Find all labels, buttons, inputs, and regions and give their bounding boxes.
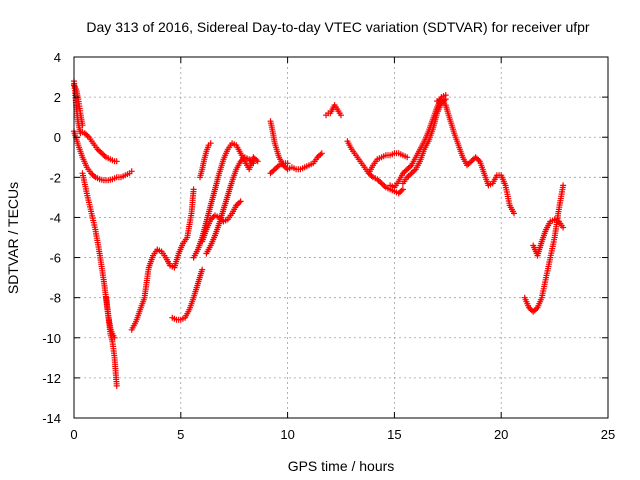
y-tick-label: -14 xyxy=(42,411,61,426)
series-arc-22 xyxy=(530,216,567,259)
series-arc-11 xyxy=(199,198,244,245)
x-tick-label: 0 xyxy=(70,427,77,442)
y-tick-label: 2 xyxy=(54,90,61,105)
chart-title: Day 313 of 2016, Sidereal Day-to-day VTE… xyxy=(86,19,590,35)
series-arc-12 xyxy=(197,140,214,181)
x-tick-label: 10 xyxy=(280,427,294,442)
data-point xyxy=(511,210,517,217)
series-arc-14 xyxy=(267,160,291,177)
series-arc-5 xyxy=(79,170,120,389)
data-point xyxy=(199,266,206,273)
data-point xyxy=(560,182,567,189)
series-arc-17 xyxy=(365,150,411,177)
grid-lines xyxy=(74,57,608,418)
y-tick-label: -10 xyxy=(42,331,61,346)
y-tick-label: 0 xyxy=(54,130,61,145)
series-arc-10 xyxy=(203,154,257,257)
y-tick-label: -4 xyxy=(49,210,61,225)
data-point xyxy=(399,186,406,193)
series-arc-7 xyxy=(128,186,197,333)
series-arc-15 xyxy=(323,102,344,119)
series-arc-4 xyxy=(71,128,135,184)
x-tick-label: 5 xyxy=(177,427,184,442)
y-tick-labels: -14 -12 -10 -8 -6 -4 -2 0 2 4 xyxy=(42,50,61,426)
y-tick-label: -8 xyxy=(49,291,61,306)
series-arc-8 xyxy=(169,266,206,323)
plot-frame xyxy=(73,56,609,419)
x-tick-label: 20 xyxy=(494,427,508,442)
x-tick-label: 15 xyxy=(387,427,401,442)
data-point xyxy=(338,112,344,119)
data-point xyxy=(111,334,118,341)
series-arc-21 xyxy=(521,182,567,315)
data-point xyxy=(237,198,244,205)
data-point xyxy=(404,154,411,161)
y-axis-label: SDTVAR / TECUs xyxy=(5,182,21,294)
x-tick-labels: 0 5 10 15 20 25 xyxy=(70,427,615,442)
y-tick-label: -2 xyxy=(49,170,61,185)
series-arc-6 xyxy=(103,294,118,341)
series-arc-13 xyxy=(267,118,325,173)
series-arc-19 xyxy=(399,96,449,187)
data-point xyxy=(113,158,120,165)
data-point xyxy=(284,160,291,167)
data-point xyxy=(560,224,567,231)
y-tick-label: -12 xyxy=(42,371,61,386)
axis-ticks xyxy=(73,56,609,419)
data-point xyxy=(318,150,325,157)
y-tick-label: 4 xyxy=(54,50,61,65)
data-point xyxy=(250,160,257,167)
series-arc-3 xyxy=(77,128,120,165)
data-points xyxy=(71,78,567,389)
data-point xyxy=(207,140,214,147)
data-point xyxy=(113,382,120,389)
y-tick-label: -6 xyxy=(49,251,61,266)
series-arc-20 xyxy=(434,96,517,217)
data-point xyxy=(254,158,261,165)
x-axis-label: GPS time / hours xyxy=(288,458,395,474)
data-point xyxy=(190,186,197,193)
x-tick-label: 25 xyxy=(601,427,615,442)
data-point xyxy=(128,168,135,175)
